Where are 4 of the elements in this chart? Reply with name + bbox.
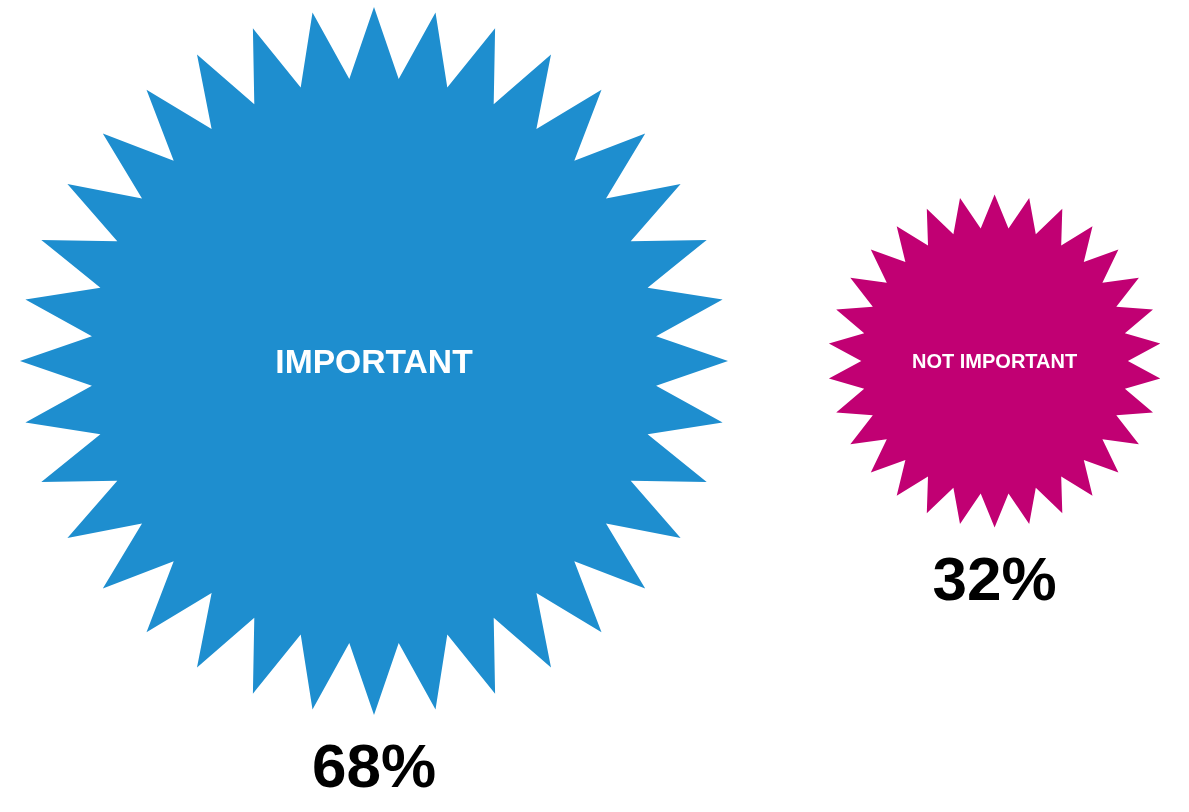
data-label: 32% — [932, 543, 1057, 613]
category-label: IMPORTANT — [275, 342, 474, 380]
data-label: 68% — [311, 731, 437, 800]
category-label: NOT IMPORTANT — [912, 350, 1078, 372]
